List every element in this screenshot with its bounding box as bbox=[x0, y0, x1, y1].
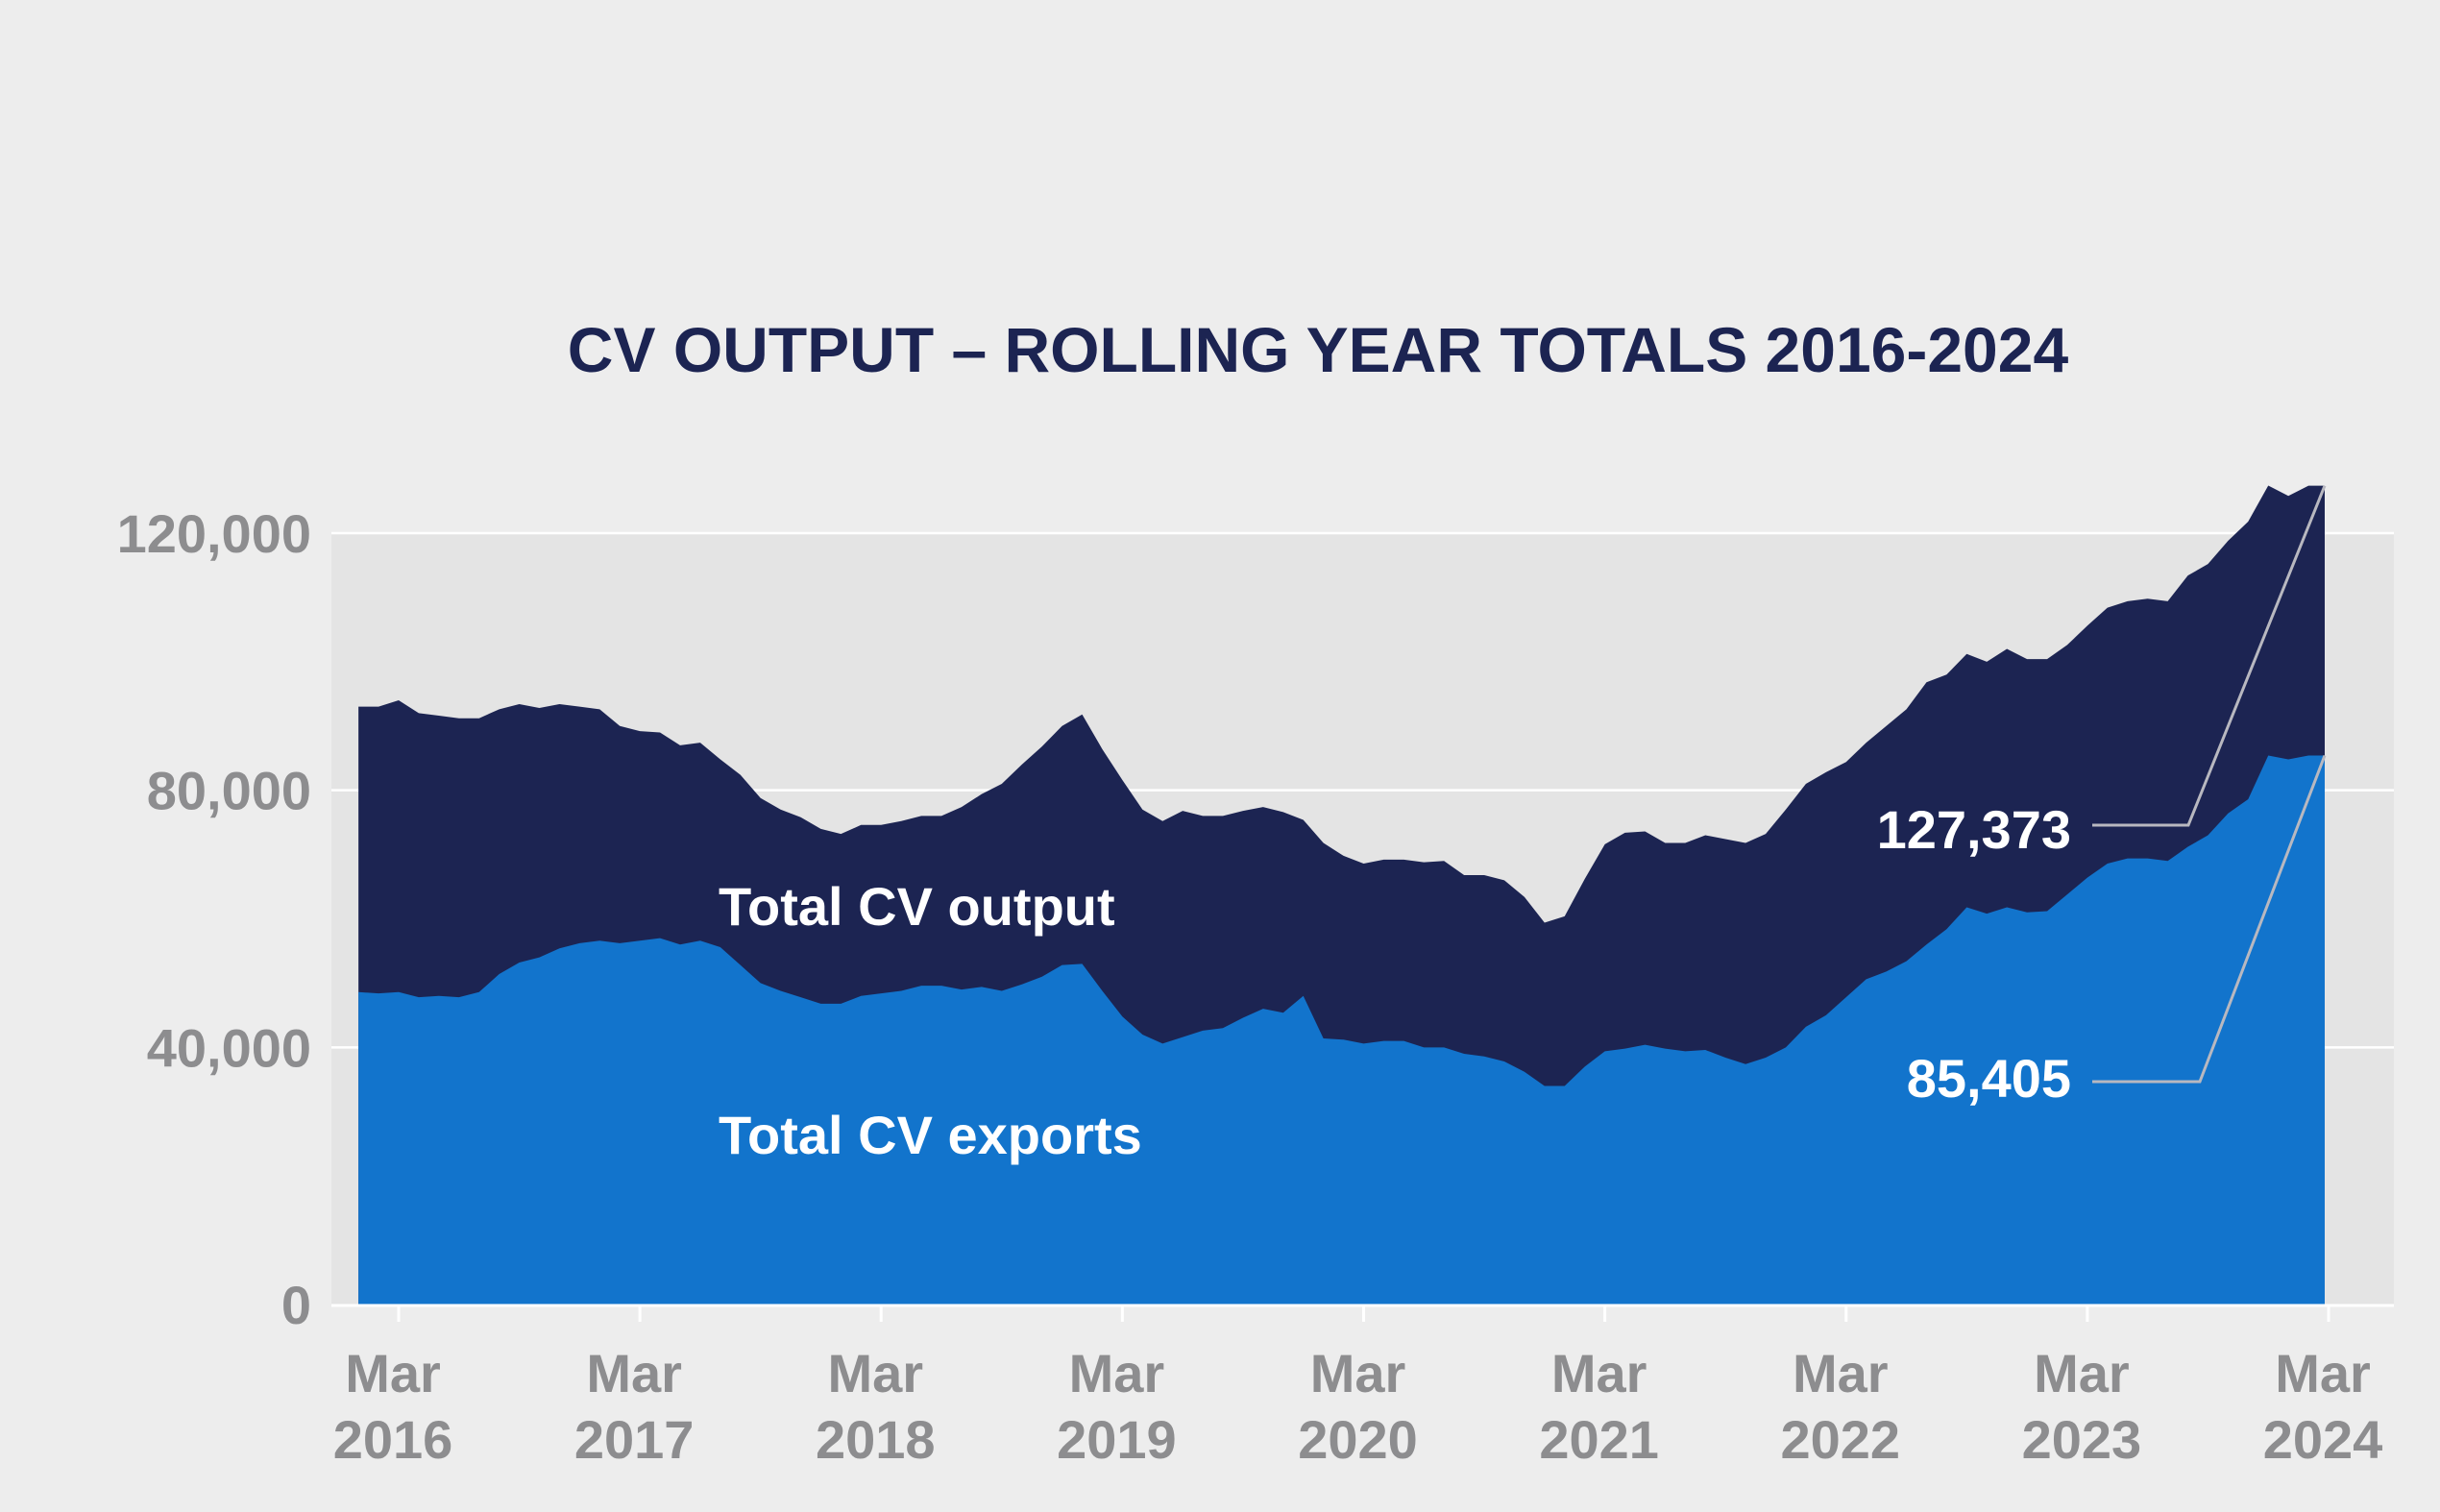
x-tick-label-month: Mar bbox=[1793, 1343, 1889, 1403]
y-tick-label: 0 bbox=[281, 1275, 311, 1335]
leader-line-total-cv-output bbox=[2092, 485, 2327, 827]
series-label-total-cv-exports: Total CV exports bbox=[719, 1105, 1142, 1165]
x-tick-label-year: 2022 bbox=[1780, 1409, 1900, 1470]
x-tick-label-year: 2023 bbox=[2022, 1409, 2142, 1470]
x-tick-label-year: 2019 bbox=[1057, 1409, 1177, 1470]
end-value-total-cv-exports: 85,405 bbox=[1907, 1048, 2071, 1109]
x-tick-label-month: Mar bbox=[1069, 1343, 1165, 1403]
x-tick-label-month: Mar bbox=[345, 1343, 441, 1403]
x-tick-label-month: Mar bbox=[1551, 1343, 1647, 1403]
y-tick-label: 40,000 bbox=[147, 1017, 311, 1078]
x-tick-label-year: 2016 bbox=[333, 1409, 453, 1470]
x-tick-label-year: 2020 bbox=[1298, 1409, 1418, 1470]
y-tick-label: 120,000 bbox=[117, 503, 311, 564]
x-tick-label-year: 2024 bbox=[2263, 1409, 2383, 1470]
series-label-total-cv-output: Total CV output bbox=[719, 876, 1115, 937]
x-tick-label-month: Mar bbox=[827, 1343, 923, 1403]
leader-line-total-cv-exports bbox=[2092, 754, 2327, 1084]
x-tick-label-month: Mar bbox=[1310, 1343, 1406, 1403]
x-tick-label-year: 2021 bbox=[1539, 1409, 1659, 1470]
x-tick-label-month: Mar bbox=[586, 1343, 682, 1403]
y-tick-label: 80,000 bbox=[147, 761, 311, 821]
x-tick-label-month: Mar bbox=[2034, 1343, 2130, 1403]
x-tick-label-year: 2017 bbox=[574, 1409, 695, 1470]
x-tick-label-month: Mar bbox=[2275, 1343, 2371, 1403]
chart-title: CV OUTPUT – ROLLING YEAR TOTALS 2016-202… bbox=[568, 314, 2069, 385]
end-value-total-cv-output: 127,373 bbox=[1877, 799, 2071, 860]
area-total-cv-exports bbox=[358, 755, 2325, 1305]
x-tick-label-year: 2018 bbox=[816, 1409, 936, 1470]
